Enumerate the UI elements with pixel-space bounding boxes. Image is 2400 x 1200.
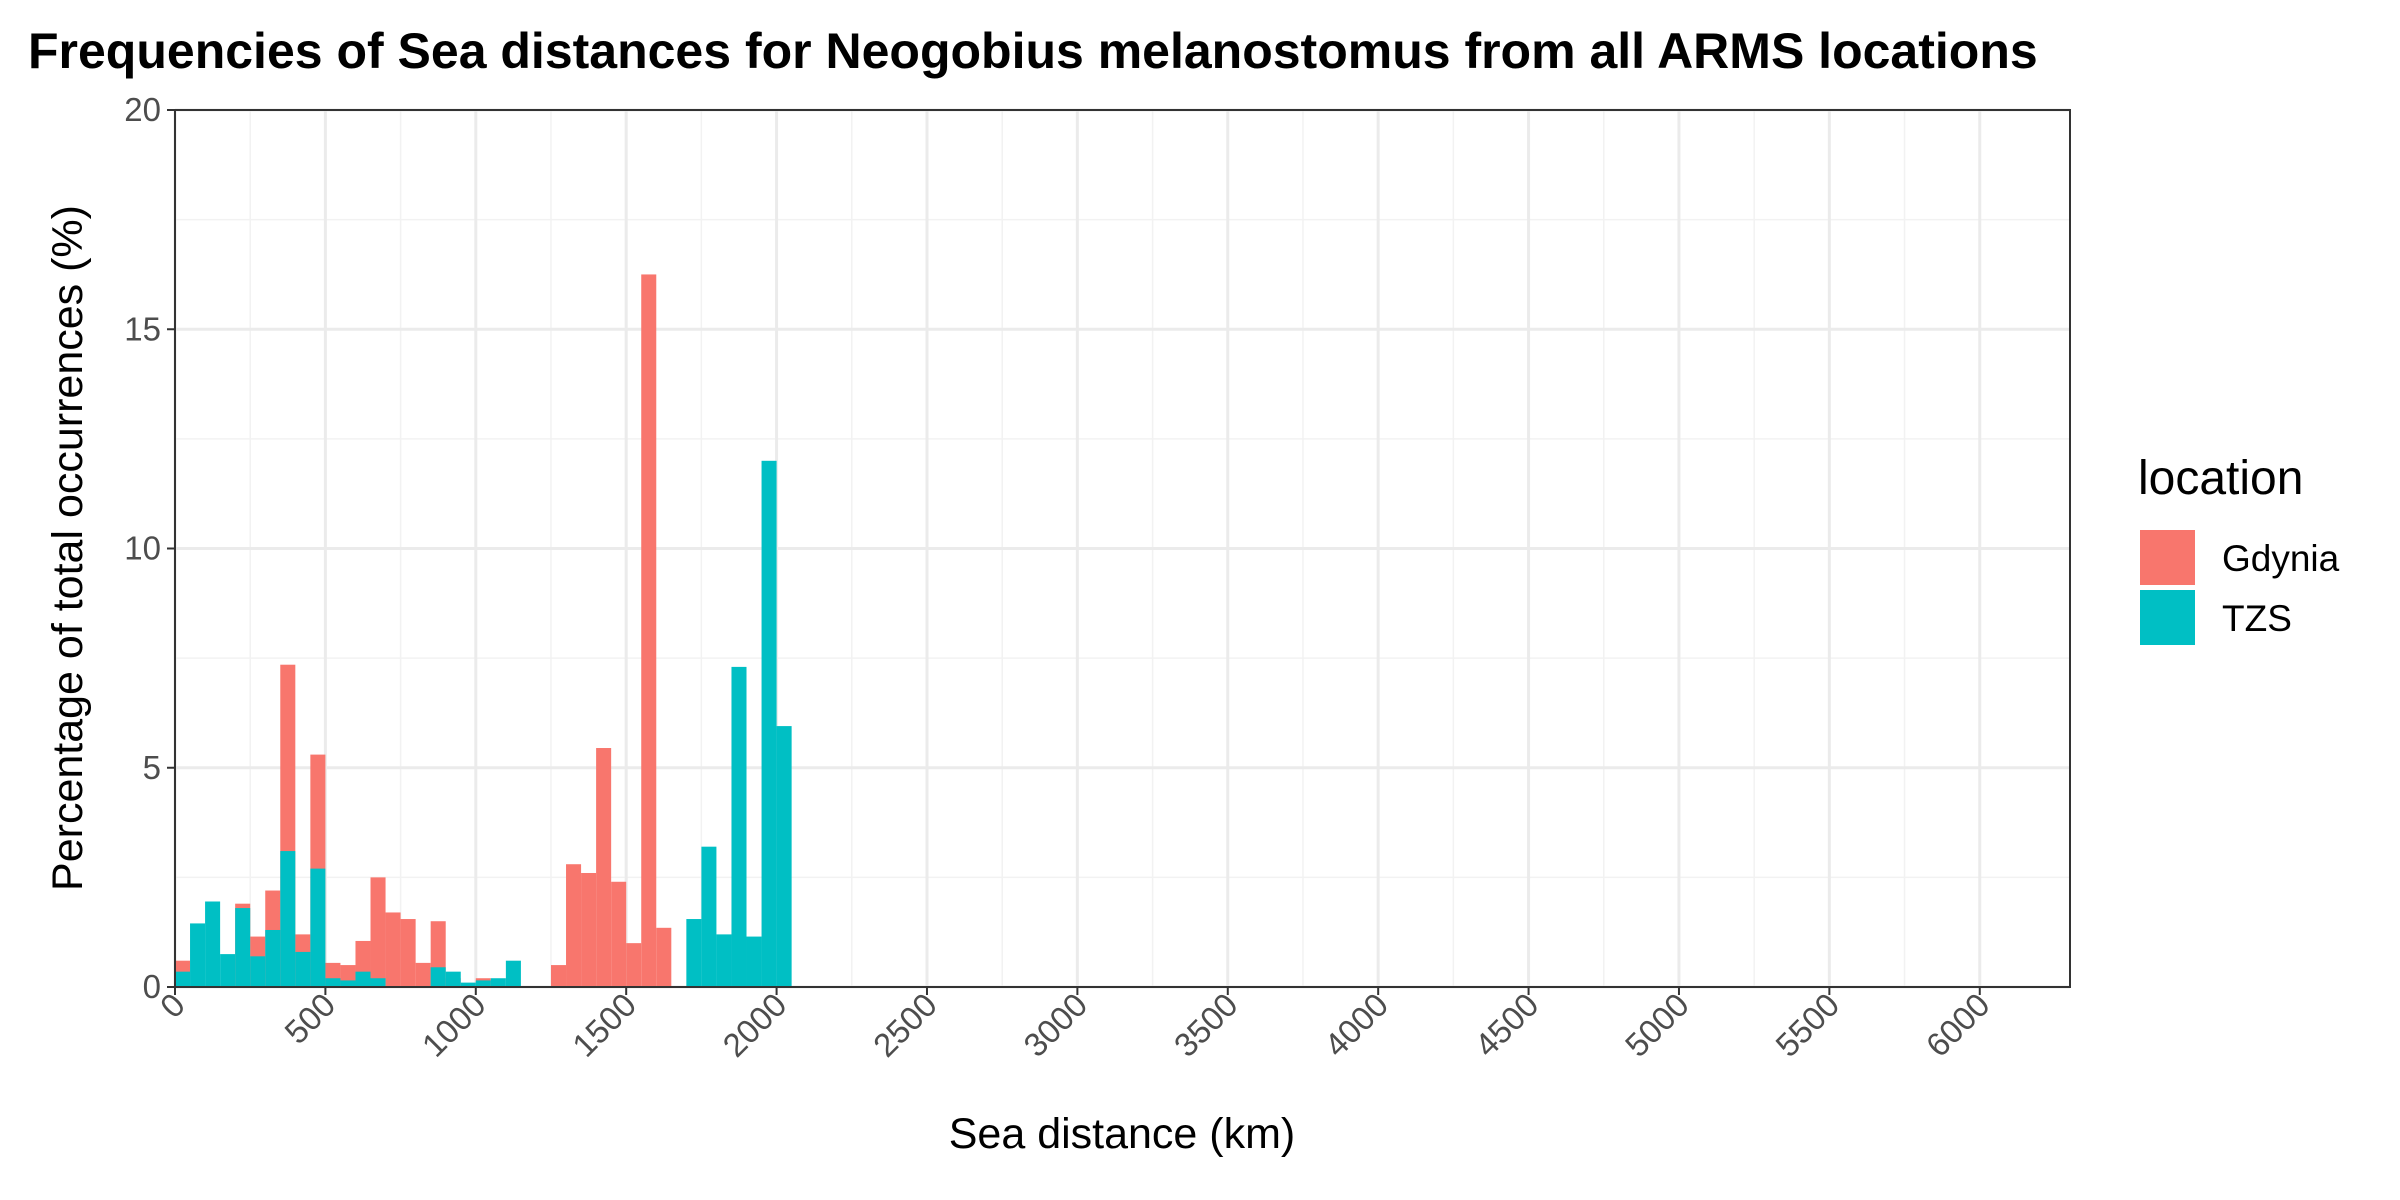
legend-swatch-tzs <box>2140 590 2195 645</box>
bar-gdynia <box>415 962 431 987</box>
plot-panel <box>173 108 2071 989</box>
bar-gdynia <box>385 912 401 987</box>
bar-tzs <box>205 901 221 987</box>
bar-tzs <box>746 936 762 987</box>
y-tick-label: 15 <box>124 310 161 347</box>
bar-gdynia <box>641 274 657 987</box>
bar-tzs <box>701 846 717 987</box>
bar-gdynia <box>550 965 567 987</box>
bar-tzs <box>475 980 491 987</box>
y-tick-label: 10 <box>124 530 161 567</box>
legend: location Gdynia TZS <box>2138 452 2340 645</box>
x-tick-label: 2000 <box>715 986 793 1064</box>
bar-tzs <box>686 919 702 987</box>
bar-tzs <box>716 934 732 987</box>
bar-gdynia <box>400 919 416 987</box>
x-tick-label: 3000 <box>1016 986 1094 1064</box>
bar-tzs <box>761 460 777 987</box>
bar-tzs <box>235 908 251 987</box>
x-tick-label: 3500 <box>1167 986 1245 1064</box>
y-axis: 0 5 10 15 20 <box>124 91 175 1005</box>
bar-gdynia <box>611 881 627 987</box>
bar-tzs <box>265 929 281 987</box>
x-tick-label: 6000 <box>1919 986 1997 1064</box>
x-tick-label: 5500 <box>1768 986 1846 1064</box>
y-tick-label: 20 <box>124 91 161 128</box>
y-axis-title: Percentage of total occurrences (%) <box>44 205 92 891</box>
bar-tzs <box>190 923 206 987</box>
bar-tzs <box>445 971 461 987</box>
x-tick-label: 1000 <box>415 986 493 1064</box>
bar-tzs <box>776 726 792 987</box>
bar-tzs <box>250 956 266 987</box>
y-tick-label: 0 <box>143 968 161 1005</box>
x-axis-title: Sea distance (km) <box>949 1110 1296 1158</box>
bar-tzs <box>340 980 356 987</box>
bar-gdynia <box>581 872 597 987</box>
x-tick-label: 4500 <box>1467 986 1545 1064</box>
bar-tzs <box>220 954 236 987</box>
legend-label-gdynia: Gdynia <box>2222 538 2340 579</box>
bar-gdynia <box>656 927 672 987</box>
legend-items: Gdynia TZS <box>2140 530 2340 645</box>
bar-tzs <box>460 982 476 987</box>
bar-tzs <box>325 978 341 987</box>
x-tick-label: 500 <box>277 986 342 1051</box>
bar-gdynia <box>596 748 612 987</box>
chart-title: Frequencies of Sea distances for Neogobi… <box>28 23 2038 79</box>
x-tick-label: 2500 <box>866 986 944 1064</box>
x-tick-label: 1500 <box>565 986 643 1064</box>
bar-tzs <box>490 978 506 987</box>
bar-gdynia <box>370 877 386 987</box>
bar-tzs <box>355 971 371 987</box>
bar-tzs <box>731 666 747 987</box>
legend-title: location <box>2138 452 2303 505</box>
bars <box>175 274 792 987</box>
y-tick-label: 5 <box>143 749 161 786</box>
bar-tzs <box>430 967 446 987</box>
bar-tzs <box>295 951 311 987</box>
x-tick-label: 0 <box>153 986 192 1025</box>
bar-gdynia <box>566 864 582 987</box>
x-axis: 0 500 1000 1500 2000 2500 3000 3500 4000 4500 5000… <box>153 986 1997 1064</box>
bar-gdynia <box>626 943 642 987</box>
legend-label-tzs: TZS <box>2222 598 2292 639</box>
bar-tzs <box>280 851 296 987</box>
bar-tzs <box>310 868 326 987</box>
x-tick-label: 5000 <box>1618 986 1696 1064</box>
bar-tzs <box>370 978 386 987</box>
bar-tzs <box>175 971 191 987</box>
legend-swatch-gdynia <box>2140 530 2195 585</box>
x-tick-label: 4000 <box>1317 986 1395 1064</box>
bar-tzs <box>505 960 521 987</box>
